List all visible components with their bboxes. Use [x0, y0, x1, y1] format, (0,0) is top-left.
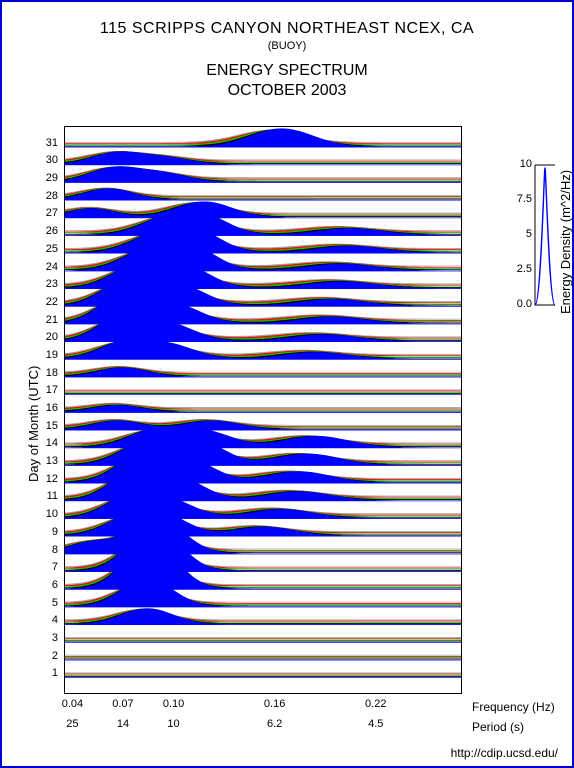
y-tick-label: 3	[34, 632, 58, 644]
y-tick-label: 28	[34, 190, 58, 202]
legend-tick-label: 7.5	[506, 193, 532, 205]
x-tick-freq: 0.22	[365, 698, 386, 710]
footer-url: http://cdip.ucsd.edu/	[451, 746, 558, 760]
y-tick-label: 29	[34, 172, 58, 184]
chart-frame: 115 SCRIPPS CANYON NORTHEAST NCEX, CA (B…	[0, 0, 574, 768]
title-spectrum: ENERGY SPECTRUM	[2, 62, 572, 80]
title-station: 115 SCRIPPS CANYON NORTHEAST NCEX, CA	[2, 20, 572, 38]
y-tick-label: 1	[34, 667, 58, 679]
y-tick-label: 20	[34, 331, 58, 343]
plot-area	[64, 126, 462, 694]
y-tick-label: 5	[34, 597, 58, 609]
x-tick-period: 25	[66, 718, 78, 730]
x-tick-freq: 0.10	[163, 698, 184, 710]
ridge-plot-svg	[65, 127, 461, 693]
y-tick-label: 9	[34, 526, 58, 538]
x-tick-period: 10	[167, 718, 179, 730]
x-tick-freq: 0.04	[62, 698, 83, 710]
y-tick-label: 19	[34, 349, 58, 361]
x-tick-period: 4.5	[368, 718, 383, 730]
y-tick-label: 4	[34, 614, 58, 626]
y-tick-label: 26	[34, 225, 58, 237]
y-axis-label: Day of Month (UTC)	[26, 366, 41, 482]
y-tick-label: 8	[34, 544, 58, 556]
title-date: OCTOBER 2003	[2, 82, 572, 100]
energy-density-legend	[532, 162, 558, 312]
y-tick-label: 27	[34, 207, 58, 219]
x-tick-period: 14	[117, 718, 129, 730]
legend-tick-label: 5	[506, 228, 532, 240]
x-tick-freq: 0.16	[264, 698, 285, 710]
y-tick-label: 31	[34, 137, 58, 149]
ridge-trace	[65, 152, 461, 165]
y-tick-label: 7	[34, 561, 58, 573]
x-tick-period: 6.2	[267, 718, 282, 730]
y-tick-label: 24	[34, 261, 58, 273]
y-tick-label: 6	[34, 579, 58, 591]
legend-tick-label: 0.0	[506, 298, 532, 310]
y-tick-label: 11	[34, 490, 58, 502]
y-tick-label: 10	[34, 508, 58, 520]
y-tick-label: 23	[34, 278, 58, 290]
legend-axis-label: Energy Density (m^2/Hz)	[558, 170, 573, 314]
x-tick-freq: 0.07	[112, 698, 133, 710]
title-subtype: (BUOY)	[2, 40, 572, 52]
ridge-trace	[65, 189, 461, 201]
y-tick-label: 22	[34, 296, 58, 308]
y-tick-label: 2	[34, 650, 58, 662]
title-block: 115 SCRIPPS CANYON NORTHEAST NCEX, CA (B…	[2, 20, 572, 100]
legend-arrow-svg	[532, 162, 558, 312]
y-tick-label: 21	[34, 314, 58, 326]
y-tick-label: 25	[34, 243, 58, 255]
x-axis-label-period: Period (s)	[472, 720, 524, 734]
y-tick-label: 30	[34, 154, 58, 166]
legend-tick-label: 10	[506, 158, 532, 170]
legend-tick-label: 2.5	[506, 263, 532, 275]
x-axis-label-freq: Frequency (Hz)	[472, 700, 555, 714]
